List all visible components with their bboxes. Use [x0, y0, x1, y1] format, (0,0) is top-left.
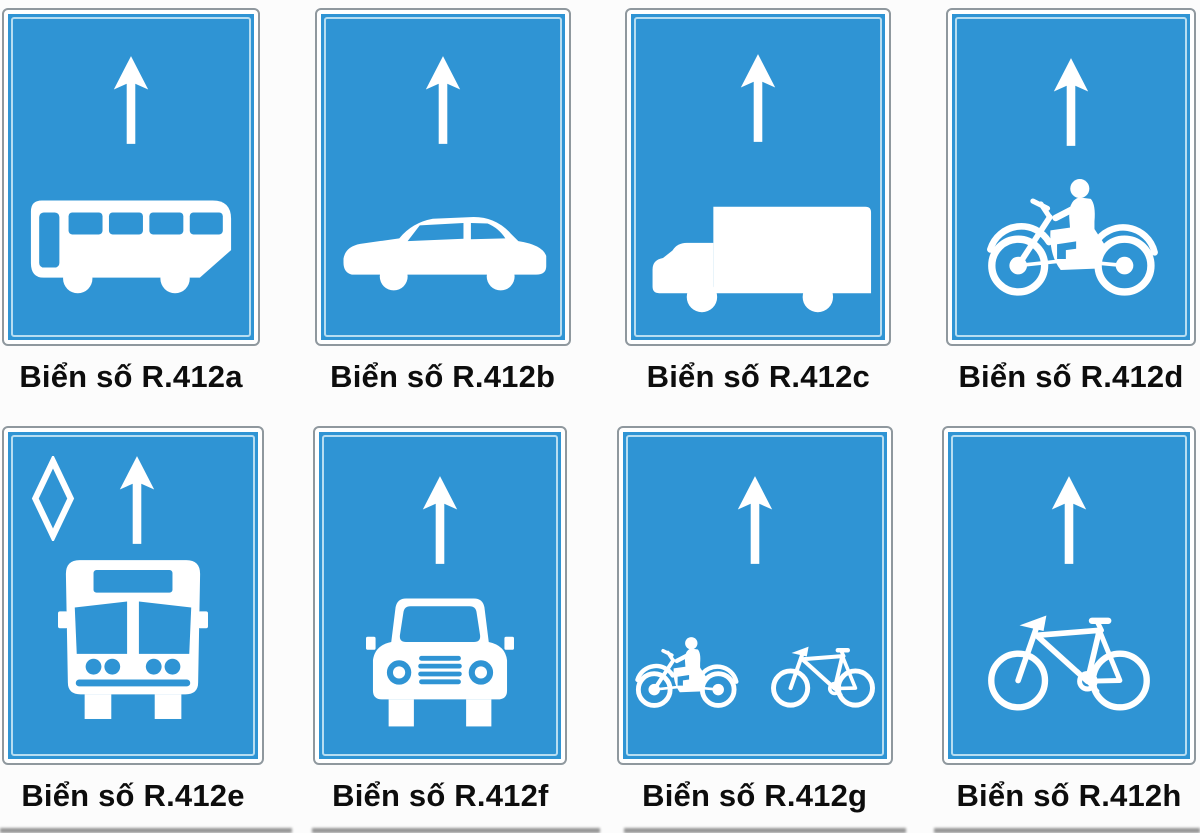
bus-front-icon [58, 559, 208, 719]
artifact-segment [0, 828, 292, 833]
sign-plate-r412c [625, 8, 892, 346]
bicycle-icon [988, 615, 1150, 711]
sign-label: Biển số R.412e [21, 777, 245, 813]
traffic-sign-board: Biển số R.412a Biển số R.412b [2, 8, 1196, 814]
sign-label: Biển số R.412a [19, 359, 243, 394]
vehicle-pictogram [984, 607, 1154, 713]
sign-label: Biển số R.412c [646, 359, 870, 394]
sign-figure-r412d: Biển số R.412d [945, 8, 1196, 395]
sign-label: Biển số R.412b [330, 359, 556, 394]
motorcycle-icon [634, 636, 739, 708]
car-side-icon [343, 216, 546, 291]
vehicle-pictogram [336, 203, 550, 296]
arrow-row [30, 455, 158, 544]
arrow-row [737, 54, 779, 142]
arrow-row [1048, 475, 1090, 564]
vehicle-pictogram [25, 195, 237, 296]
cropped-next-row-artifact [0, 828, 1200, 833]
up-arrow-icon [423, 475, 458, 564]
sign-figure-r412e: Biển số R.412e [2, 425, 264, 814]
sign-label: Biển số R.412g [642, 777, 868, 813]
sign-figure-r412b: Biển số R.412b [314, 8, 571, 395]
artifact-segment [312, 828, 600, 833]
sign-figure-r412a: Biển số R.412a [2, 8, 260, 395]
sign-plate-r412g [616, 425, 893, 765]
vehicle-pictogram [633, 634, 877, 709]
up-arrow-icon [425, 56, 460, 144]
arrow-row [734, 475, 776, 564]
sign-plate-r412b [314, 8, 571, 346]
sign-plate-r412h [941, 425, 1196, 765]
car-front-icon [366, 598, 515, 727]
up-arrow-icon [741, 54, 776, 142]
truck-side-icon [652, 206, 872, 313]
motorcycle-icon [987, 179, 1158, 296]
sign-plate-r412f [313, 425, 568, 765]
vehicle-pictogram [366, 593, 515, 731]
bus-side-icon [30, 200, 232, 294]
sign-row-2: Biển số R.412e [2, 425, 1196, 814]
sign-figure-r412h: Biển số R.412h [941, 425, 1196, 814]
sign-figure-r412g: Biển số R.412g [616, 425, 893, 814]
artifact-segment [624, 828, 906, 833]
artifact-segment [934, 828, 1200, 833]
vehicle-pictogram [58, 555, 208, 731]
up-arrow-icon [737, 475, 772, 564]
up-arrow-icon [119, 455, 155, 544]
vehicle-pictogram [639, 202, 877, 316]
up-arrow-icon [1051, 475, 1087, 564]
arrow-row [110, 56, 152, 144]
sign-figure-r412c: Biển số R.412c [625, 8, 892, 395]
up-arrow-icon [113, 56, 149, 144]
sign-label: Biển số R.412f [332, 777, 549, 813]
sign-figure-r412f: Biển số R.412f [313, 425, 568, 814]
sign-label: Biển số R.412h [956, 777, 1182, 813]
sign-plate-r412e [2, 425, 264, 765]
vehicle-pictogram [983, 173, 1159, 298]
arrow-row [422, 56, 464, 144]
up-arrow-icon [1053, 58, 1089, 146]
diamond-outline-icon [31, 455, 75, 541]
sign-plate-r412a [2, 8, 260, 346]
arrow-row [419, 475, 461, 564]
sign-label: Biển số R.412d [958, 359, 1184, 394]
bicycle-icon [770, 646, 875, 708]
sign-plate-r412d [945, 8, 1196, 346]
sign-row-1: Biển số R.412a Biển số R.412b [2, 8, 1196, 395]
arrow-row [1050, 58, 1092, 146]
